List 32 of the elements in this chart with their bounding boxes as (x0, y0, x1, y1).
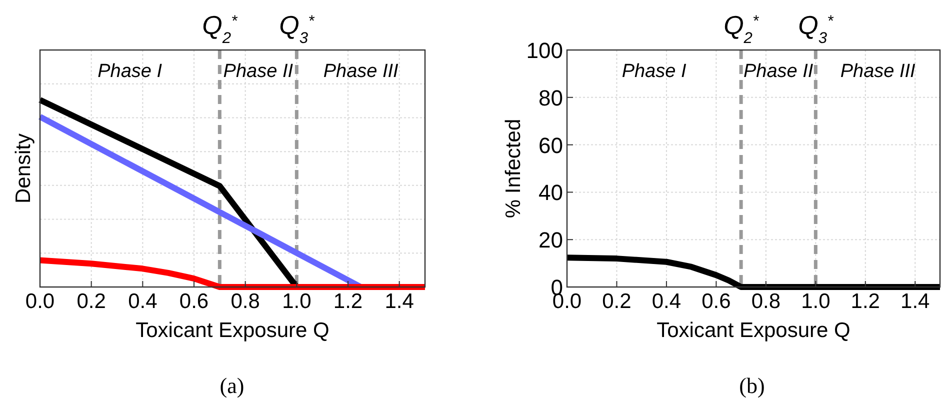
y-axis-title: % Infected (502, 118, 525, 218)
x-tick-label: 0.4 (128, 290, 158, 313)
y-tick-label: 60 (538, 132, 563, 158)
y-tick-label: 20 (538, 228, 563, 253)
x-axis-title: Toxicant Exposure Q (136, 319, 330, 342)
x-tick-label: 1.0 (282, 290, 312, 313)
x-tick-label: 0.6 (702, 290, 731, 313)
x-tick-label: 1.4 (900, 290, 930, 313)
x-axis-title: Toxicant Exposure Q (656, 319, 850, 342)
annotation: Phase II (744, 61, 814, 82)
text: Phase III (323, 61, 400, 82)
y-tick-label: 100 (526, 38, 563, 63)
text: (a) (220, 373, 244, 398)
y-axis-title: Density (12, 132, 35, 204)
x-tick-label: 0.2 (602, 290, 632, 313)
text: Phase II (223, 61, 294, 82)
text: Phase I (98, 61, 163, 82)
x-tick-label: 1.0 (801, 290, 830, 313)
x-tick-label: 1.2 (850, 290, 880, 313)
x-tick-label: 1.2 (333, 290, 363, 313)
x-tick-label: 0.0 (25, 290, 55, 313)
y-tick-label: 80 (538, 85, 563, 110)
x-tick-label: 0.6 (179, 290, 209, 313)
y-tick-label: 40 (538, 180, 563, 206)
annotation: Phase I (622, 61, 687, 82)
x-tick-label: 0.4 (652, 290, 682, 313)
text: (b) (739, 373, 765, 398)
annotation: Phase III (840, 61, 916, 82)
x-tick-label: 0.8 (230, 290, 260, 313)
x-tick-label: 0.2 (76, 290, 106, 313)
x-tick-label: 0.8 (751, 290, 781, 313)
x-tick-label: 1.4 (384, 290, 414, 313)
